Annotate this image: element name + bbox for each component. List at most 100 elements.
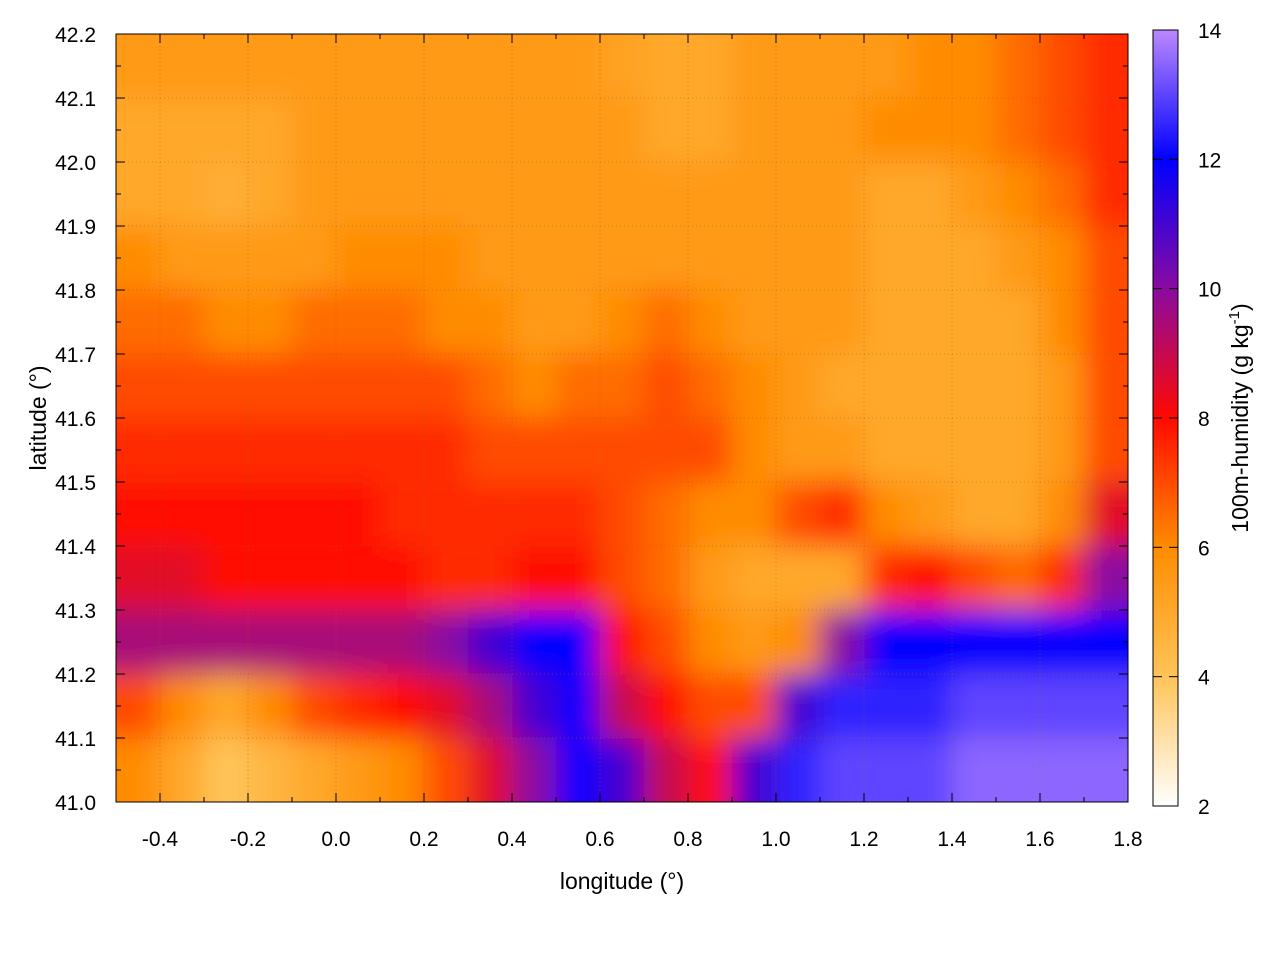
heatmap-cell (380, 226, 425, 291)
heatmap-cell (952, 34, 997, 99)
heatmap-cell (380, 674, 425, 739)
heatmap-cell (820, 674, 865, 739)
heatmap-cell (864, 162, 909, 227)
heatmap-cell (292, 162, 337, 227)
heatmap-cell (908, 482, 953, 547)
heatmap-cell (644, 546, 689, 611)
heatmap-cell (732, 162, 777, 227)
heatmap-cell (556, 162, 601, 227)
heatmap-cell (380, 162, 425, 227)
heatmap-cell (248, 482, 293, 547)
heatmap-cell (864, 226, 909, 291)
heatmap-cell (952, 226, 997, 291)
heatmap-cell (644, 98, 689, 163)
heatmap-cell (864, 418, 909, 483)
heatmap-cell (688, 354, 733, 419)
heatmap-cell (204, 546, 249, 611)
heatmap-cell (908, 674, 953, 739)
heatmap-cell (688, 34, 733, 99)
heatmap-cell (556, 482, 601, 547)
heatmap-cell (864, 354, 909, 419)
heatmap-cell (160, 226, 205, 291)
heatmap-cell (1040, 674, 1085, 739)
heatmap-cell (776, 354, 821, 419)
heatmap-cell (776, 546, 821, 611)
heatmap-cell (1040, 290, 1085, 355)
heatmap-cell (380, 290, 425, 355)
heatmap-cell (908, 354, 953, 419)
y-axis: 41.0 41.1 41.2 41.3 41.4 41.5 41.6 41.7 41.8 41.9… (55, 24, 1128, 815)
heatmap-cell (160, 34, 205, 99)
heatmap-cell (688, 546, 733, 611)
heatmap-cell (1084, 290, 1128, 355)
heatmap-cell (116, 610, 161, 675)
heatmap-cell (336, 226, 381, 291)
x-tick-label: 1.2 (849, 828, 878, 851)
heatmap-cell (864, 98, 909, 163)
heatmap-cell (600, 162, 645, 227)
heatmap-cell (688, 226, 733, 291)
heatmap-cell (1040, 162, 1085, 227)
heatmap-cell (468, 226, 513, 291)
heatmap-cell (820, 290, 865, 355)
heatmap-cell (600, 226, 645, 291)
heatmap-cell (952, 162, 997, 227)
y-tick-label: 41.3 (55, 600, 96, 623)
heatmap-cell (380, 610, 425, 675)
heatmap-cell (512, 482, 557, 547)
heatmap-cell (600, 34, 645, 99)
y-tick-label: 41.8 (55, 280, 96, 303)
heatmap-cell (600, 674, 645, 739)
heatmap-cell (1040, 738, 1085, 802)
heatmap-cell (644, 674, 689, 739)
heatmap-cell (820, 34, 865, 99)
heatmap-cell (644, 738, 689, 802)
heatmap-cell (996, 546, 1041, 611)
heatmap-cell (116, 482, 161, 547)
heatmap-cell (732, 290, 777, 355)
heatmap-cell (996, 162, 1041, 227)
heatmap-cell (204, 674, 249, 739)
heatmap-cell (512, 98, 557, 163)
heatmap-cell (732, 674, 777, 739)
heatmap-cell (424, 610, 469, 675)
heatmap-cell (292, 674, 337, 739)
heatmap-cell (116, 674, 161, 739)
heatmap-cell (820, 738, 865, 802)
heatmap-cell (996, 354, 1041, 419)
heatmap-cell (820, 546, 865, 611)
heatmap-cell (600, 98, 645, 163)
heatmap-cell (380, 482, 425, 547)
heatmap-cell (820, 418, 865, 483)
x-tick-label: 1.6 (1025, 828, 1054, 851)
heatmap-cell (776, 610, 821, 675)
heatmap-cell (424, 482, 469, 547)
heatmap-cell (160, 674, 205, 739)
heatmap-cell (644, 354, 689, 419)
heatmap-cell (468, 546, 513, 611)
heatmap-cell (336, 610, 381, 675)
heatmap-cell (468, 34, 513, 99)
heatmap-cell (248, 610, 293, 675)
heatmap-cell (820, 610, 865, 675)
heatmap-cell (996, 290, 1041, 355)
x-tick-label: 0.2 (409, 828, 438, 851)
heatmap-cell (468, 418, 513, 483)
heatmap-cell (864, 546, 909, 611)
heatmap-cell (820, 98, 865, 163)
x-tick-label: 0.8 (673, 828, 702, 851)
heatmap-cell (688, 674, 733, 739)
heatmap-cell (116, 162, 161, 227)
heatmap-cell (688, 418, 733, 483)
y-axis-label: latitude (°) (25, 365, 51, 470)
heatmap-cell (424, 226, 469, 291)
heatmap-cell (952, 290, 997, 355)
heatmap-cell (292, 610, 337, 675)
heatmap-cell (644, 482, 689, 547)
heatmap-cell (1084, 34, 1128, 99)
heatmap-cell (908, 290, 953, 355)
heatmap-cell (292, 290, 337, 355)
heatmap-cell (380, 354, 425, 419)
heatmap-cell (996, 226, 1041, 291)
heatmap-cell (468, 98, 513, 163)
